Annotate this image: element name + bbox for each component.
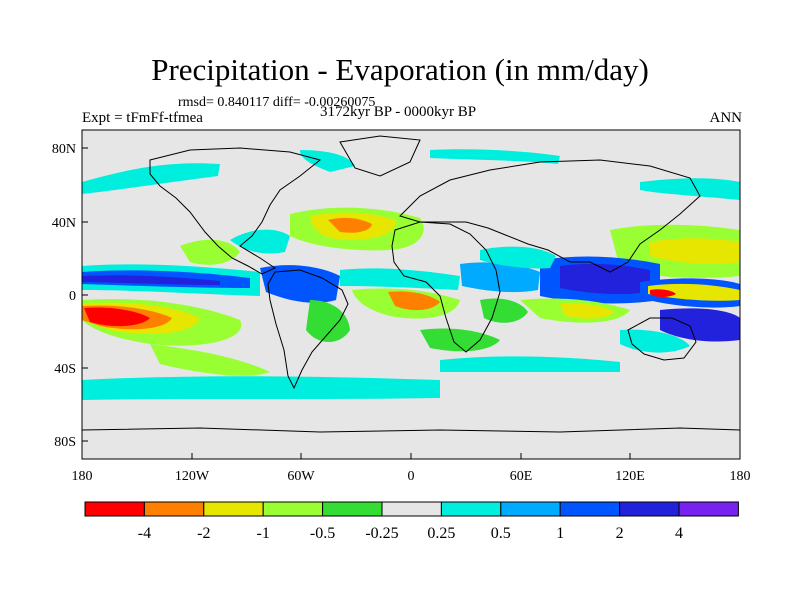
colorbar: -4 -2 -1 -0.5 -0.25 0.25 0.5 1 2 4 bbox=[84, 501, 739, 542]
colorbar-swatch bbox=[322, 501, 383, 517]
australia-outline bbox=[627, 317, 697, 361]
field-blue-amazon bbox=[260, 265, 340, 303]
field-yellow-south-indian bbox=[560, 303, 615, 319]
field-darkblue-maritime bbox=[560, 263, 650, 295]
field-cyan-southern-indian bbox=[440, 356, 620, 372]
colorbar-swatch bbox=[262, 501, 324, 517]
greenland-outline bbox=[339, 135, 421, 177]
colorbar-swatch bbox=[678, 501, 739, 517]
field-cyan-arabia bbox=[480, 246, 556, 269]
colorbar-swatch bbox=[381, 501, 442, 517]
field-cyan-north-pacific bbox=[82, 163, 220, 194]
lon-tick-120e: 120E bbox=[615, 469, 645, 484]
colorbar-swatch bbox=[84, 501, 145, 517]
lon-tick-180w: 180 bbox=[72, 469, 93, 484]
lon-tick-60w: 60W bbox=[287, 469, 315, 484]
colorbar-label: -1 bbox=[257, 525, 270, 542]
map-field bbox=[82, 130, 740, 459]
colorbar-label: 0.5 bbox=[491, 525, 511, 542]
field-yellow-west-pacific bbox=[648, 283, 740, 301]
field-red-west-pacific bbox=[650, 289, 676, 297]
field-green-south-pacific-2 bbox=[150, 344, 270, 376]
field-orange-south-atlantic bbox=[388, 291, 440, 311]
south-america-outline bbox=[267, 269, 349, 390]
lat-tick-40n: 40N bbox=[52, 216, 76, 231]
colorbar-label: 4 bbox=[675, 525, 683, 542]
axis-tick-marks bbox=[82, 147, 631, 459]
lon-tick-60e: 60E bbox=[510, 469, 533, 484]
field-cyan-west-pacific-north bbox=[640, 178, 740, 200]
season-label: ANN bbox=[709, 110, 743, 126]
lon-tick-0: 0 bbox=[408, 469, 415, 484]
africa-outline bbox=[391, 221, 501, 353]
colorbar-label: 2 bbox=[616, 525, 624, 542]
colorbar-swatch bbox=[143, 501, 205, 517]
colorbar-label: -4 bbox=[138, 525, 151, 542]
field-darkblue-spcz bbox=[660, 308, 740, 342]
field-green-south-atlantic-2 bbox=[420, 328, 500, 352]
lat-tick-0: 0 bbox=[69, 289, 76, 304]
colorbar-label: 0.25 bbox=[427, 525, 455, 542]
lat-tick-80n: 80N bbox=[52, 142, 76, 157]
field-cyan-arctic bbox=[430, 149, 560, 164]
colorbar-swatch bbox=[559, 501, 621, 517]
colorbar-label: -2 bbox=[197, 525, 210, 542]
field-cyan-canada bbox=[300, 150, 355, 172]
field-cyan-tasman bbox=[620, 329, 690, 353]
colorbar-swatch bbox=[619, 501, 680, 517]
coastlines bbox=[82, 135, 740, 433]
colorbar-label: 1 bbox=[556, 525, 564, 542]
antarctica-outline bbox=[82, 427, 740, 433]
field-darkblue-itcz bbox=[82, 275, 220, 285]
period-label: 3172kyr BP - 0000kyr BP bbox=[320, 104, 477, 120]
lat-tick-80s: 80S bbox=[54, 435, 76, 450]
field-yellow-kuroshio bbox=[650, 238, 740, 264]
eurasia-outline bbox=[399, 159, 701, 273]
lon-tick-180e: 180 bbox=[730, 469, 751, 484]
north-america-outline bbox=[149, 147, 322, 275]
field-red-south-pacific bbox=[84, 307, 150, 327]
field-green-north-pacific bbox=[180, 239, 240, 265]
rmsd-diff-stats: rmsd= 0.840117 diff= -0.00260075 bbox=[178, 95, 376, 110]
lat-tick-40s: 40S bbox=[54, 362, 76, 377]
field-blue-central-africa bbox=[460, 262, 540, 293]
colorbar-swatch bbox=[500, 501, 561, 517]
field-cyan-southern-ocean bbox=[82, 376, 440, 400]
field-cyan-atlantic-itcz bbox=[340, 268, 460, 290]
colorbar-label: -0.25 bbox=[365, 525, 398, 542]
field-green-brazil bbox=[306, 300, 350, 342]
colorbar-label: -0.5 bbox=[310, 525, 335, 542]
field-orange-north-atlantic bbox=[328, 217, 372, 233]
colorbar-swatch bbox=[440, 501, 502, 517]
chart-title: Precipitation - Evaporation (in mm/day) bbox=[151, 52, 649, 87]
field-cyan-gulf bbox=[230, 229, 290, 254]
lon-tick-120w: 120W bbox=[175, 469, 210, 484]
experiment-label: Expt = tFmFf-tfmea bbox=[82, 110, 203, 126]
colorbar-swatch bbox=[203, 501, 264, 517]
